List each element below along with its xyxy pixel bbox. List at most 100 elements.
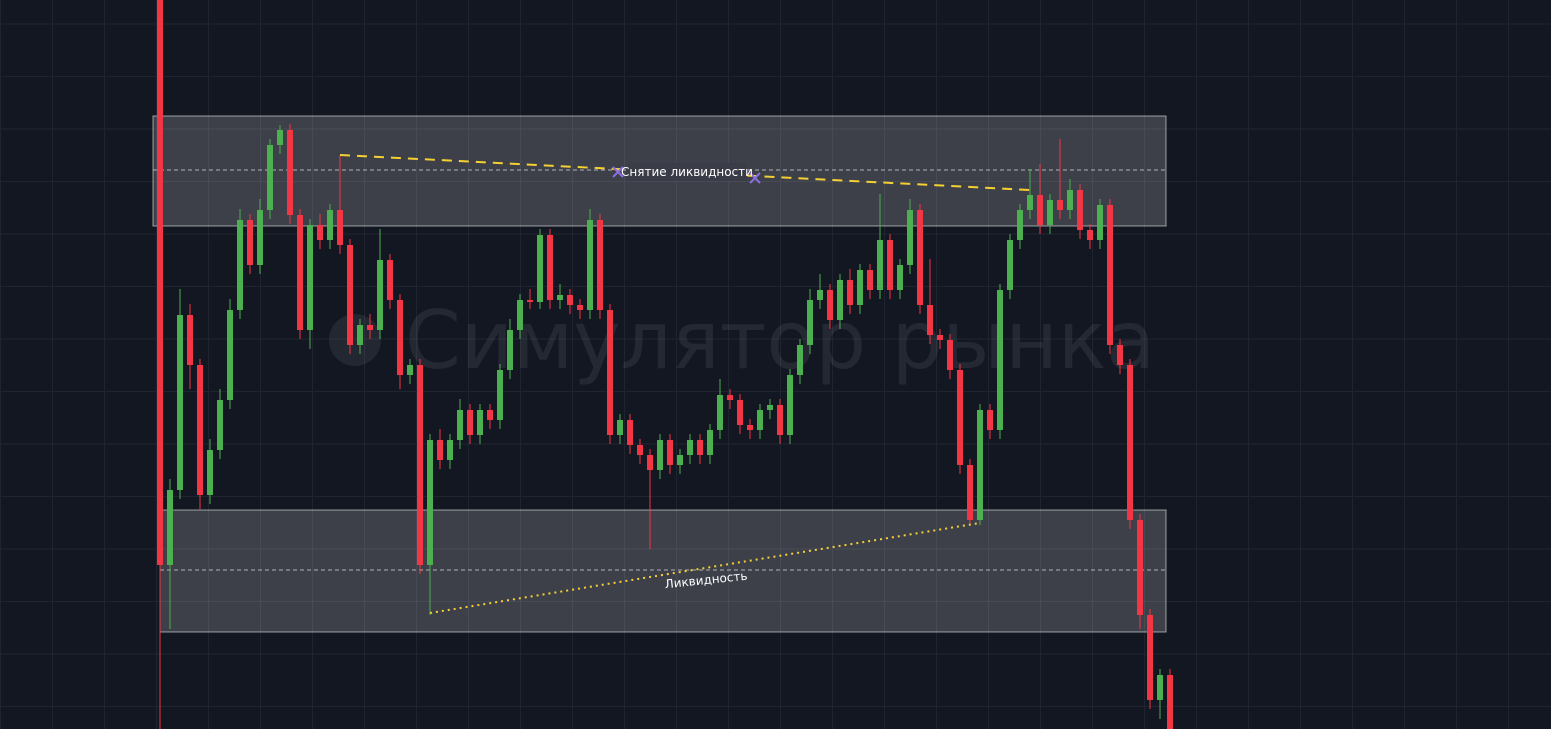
candle-body bbox=[997, 290, 1003, 430]
candle-body bbox=[357, 325, 363, 345]
candle-body bbox=[1117, 345, 1123, 365]
candle-body bbox=[587, 220, 593, 310]
candle-body bbox=[767, 405, 773, 410]
candle-body bbox=[277, 130, 283, 145]
candle-body bbox=[737, 400, 743, 425]
candle-body bbox=[567, 295, 573, 305]
candle-body bbox=[497, 370, 503, 420]
candle-body bbox=[1057, 200, 1063, 210]
candle-body bbox=[537, 235, 543, 302]
candle-body bbox=[407, 365, 413, 375]
candle-body bbox=[447, 440, 453, 460]
candle-body bbox=[1027, 195, 1033, 210]
candle-body bbox=[507, 330, 513, 370]
candle-body bbox=[307, 225, 313, 330]
candle-body bbox=[237, 220, 243, 310]
candle-body bbox=[317, 225, 323, 240]
watermark-text: Симулятор рынка bbox=[405, 294, 1155, 387]
candle-body bbox=[727, 395, 733, 400]
candle-body bbox=[1007, 240, 1013, 290]
candle-body bbox=[657, 440, 663, 470]
watermark-icon bbox=[329, 314, 381, 366]
watermark: Симулятор рынка bbox=[329, 294, 1155, 387]
candle-body bbox=[337, 210, 343, 245]
candle-body bbox=[777, 405, 783, 435]
candle-body bbox=[707, 430, 713, 455]
liquidity-sweep-marker bbox=[749, 172, 761, 184]
candle-body bbox=[937, 335, 943, 340]
candle-body bbox=[217, 400, 223, 450]
candle-body bbox=[847, 280, 853, 305]
candle-body bbox=[1047, 200, 1053, 225]
candle-body bbox=[1087, 230, 1093, 240]
candle-body bbox=[1147, 615, 1153, 700]
candle-body bbox=[947, 340, 953, 370]
candle-body bbox=[957, 370, 963, 465]
candle-body bbox=[827, 290, 833, 320]
candle-body bbox=[687, 440, 693, 455]
zones bbox=[152, 115, 1167, 633]
zone bbox=[159, 509, 1167, 633]
candle-body bbox=[967, 465, 973, 520]
candle-body bbox=[807, 300, 813, 345]
candle-body bbox=[667, 440, 673, 465]
candle-body bbox=[367, 325, 373, 330]
candle-body bbox=[717, 395, 723, 430]
candle-body bbox=[377, 260, 383, 330]
candle-body bbox=[1097, 205, 1103, 240]
candle-body bbox=[437, 440, 443, 460]
candle-body bbox=[227, 310, 233, 400]
candle-body bbox=[557, 295, 563, 300]
candle-body bbox=[477, 410, 483, 435]
annotation-bg bbox=[627, 163, 747, 181]
candle-body bbox=[197, 365, 203, 495]
candle-body bbox=[347, 245, 353, 345]
candle-body bbox=[877, 240, 883, 290]
candle-body bbox=[1107, 205, 1113, 345]
candle-body bbox=[637, 445, 643, 455]
candle-body bbox=[597, 220, 603, 310]
candle-body bbox=[177, 315, 183, 490]
candles bbox=[157, 0, 1173, 729]
candle-body bbox=[457, 410, 463, 440]
candle-body bbox=[607, 310, 613, 435]
candle-body bbox=[1037, 195, 1043, 225]
annotation-label: Снятие ликвидности bbox=[621, 165, 753, 179]
candle-body bbox=[817, 290, 823, 300]
candle-body bbox=[527, 300, 533, 302]
candle-body bbox=[1067, 190, 1073, 210]
candle-body bbox=[187, 315, 193, 365]
candle-body bbox=[867, 270, 873, 290]
candle-body bbox=[327, 210, 333, 240]
candle-body bbox=[747, 425, 753, 430]
candle-body bbox=[647, 455, 653, 470]
candle-body bbox=[917, 210, 923, 305]
candle-body bbox=[1137, 520, 1143, 615]
candle-body bbox=[207, 450, 213, 495]
candle-body bbox=[797, 345, 803, 375]
candle-body bbox=[427, 440, 433, 565]
candle-body bbox=[397, 300, 403, 375]
candle-body bbox=[417, 365, 423, 565]
candle-body bbox=[1017, 210, 1023, 240]
candle-body bbox=[887, 240, 893, 290]
candle-body bbox=[837, 280, 843, 320]
candle-body bbox=[577, 305, 583, 310]
candle-body bbox=[157, 0, 163, 565]
candle-body bbox=[617, 420, 623, 435]
candle-body bbox=[987, 410, 993, 430]
candle-body bbox=[1167, 675, 1173, 729]
candle-body bbox=[927, 305, 933, 335]
candle-body bbox=[247, 220, 253, 265]
candle-body bbox=[907, 210, 913, 265]
candle-body bbox=[167, 490, 173, 565]
candle-body bbox=[897, 265, 903, 290]
candle-body bbox=[1127, 365, 1133, 520]
candle-body bbox=[297, 215, 303, 330]
candle-body bbox=[257, 210, 263, 265]
candle-body bbox=[787, 375, 793, 435]
candle-body bbox=[677, 455, 683, 465]
